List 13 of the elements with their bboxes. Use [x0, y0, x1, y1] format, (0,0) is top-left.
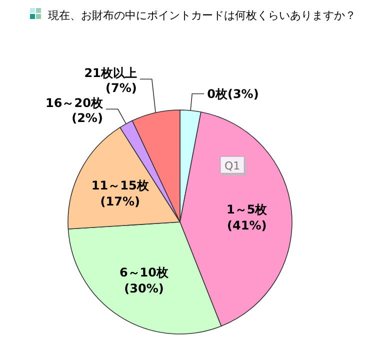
slice-label: 6～10枚 — [119, 266, 170, 280]
slice-label: 1～5枚 — [226, 202, 268, 217]
data-label: (30%) — [124, 282, 164, 296]
data-label: (17%) — [100, 194, 140, 208]
slice-label: 16～20枚 — [46, 96, 104, 110]
slice-label: 21枚以上 — [84, 66, 137, 80]
text: Q1 — [224, 159, 240, 172]
data-label: (7%) — [106, 81, 137, 96]
chart-title: 現在、お財布の中にポイントカードは何枚くらいありますか？ — [48, 9, 356, 22]
data-label: (41%) — [227, 218, 267, 233]
data-label: (2%) — [72, 111, 103, 126]
slice-label: 0枚(3%) — [207, 86, 259, 101]
slice-label: 11～15枚 — [91, 178, 150, 192]
